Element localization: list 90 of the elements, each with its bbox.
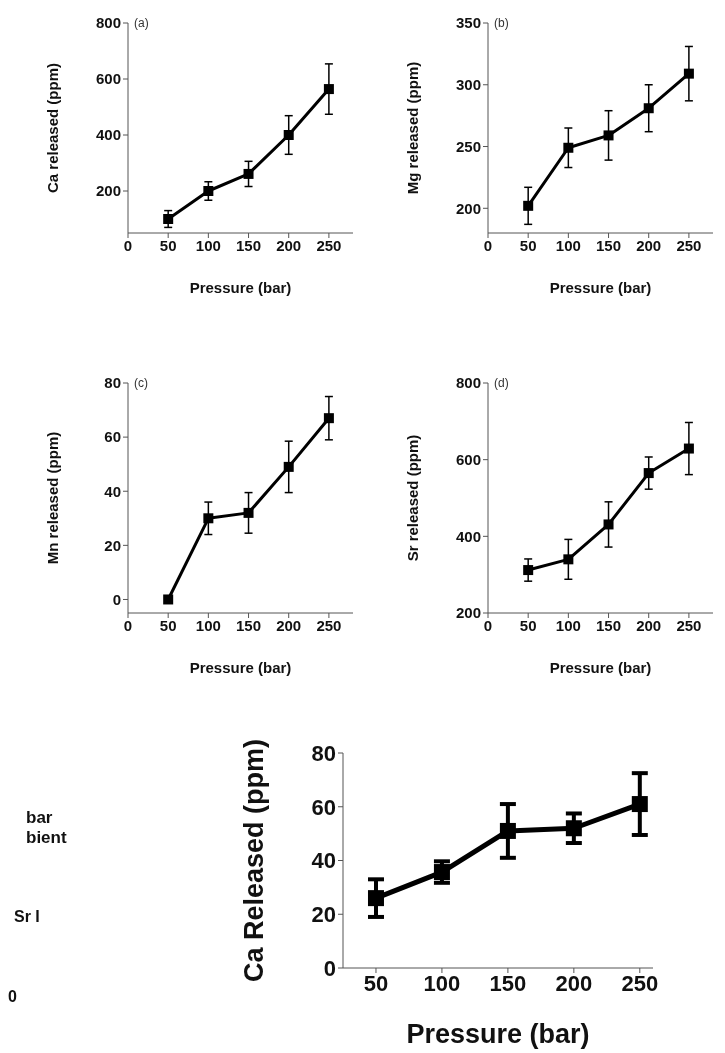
point: [163, 594, 174, 605]
point: [283, 130, 294, 140]
point: [631, 796, 648, 813]
text: bar: [26, 808, 53, 828]
point: [683, 443, 694, 454]
x-tick-label: 50: [363, 970, 389, 996]
point: [433, 864, 450, 881]
x-tick-label: 0: [123, 616, 133, 634]
x-tick-label: 0: [483, 616, 493, 634]
point: [243, 507, 254, 518]
annotation: (b): [494, 16, 509, 30]
y-tick-label: 800: [455, 374, 481, 392]
point: [603, 519, 614, 530]
x-axis-title: Pressure (bar): [189, 279, 292, 296]
x-tick-label: 150: [236, 236, 262, 254]
x-tick-label: 150: [596, 236, 622, 254]
text: Sr I: [14, 908, 40, 926]
x-tick-label: 100: [195, 616, 221, 634]
point: [163, 214, 174, 224]
point: [323, 84, 334, 95]
point: [243, 168, 254, 179]
x-tick-label: 100: [555, 616, 581, 634]
y-tick-label: 350: [455, 14, 481, 32]
x-tick-label: 200: [636, 616, 662, 634]
y-tick-label: 20: [311, 902, 336, 928]
y-axis-title: Ca released (ppm): [44, 62, 62, 194]
point: [563, 142, 574, 153]
point: [323, 413, 334, 424]
point: [523, 200, 534, 211]
x-tick-label: 50: [159, 616, 177, 634]
y-tick-label: 40: [104, 482, 121, 500]
annotation: (d): [494, 376, 509, 390]
x-tick-label: 200: [276, 236, 302, 254]
x-tick-label: 150: [236, 616, 262, 634]
y-tick-label: 80: [104, 374, 121, 392]
point: [603, 130, 614, 141]
point: [643, 468, 654, 479]
y-tick-label: 200: [455, 199, 481, 217]
y-tick-label: 300: [455, 76, 481, 94]
y-tick-label: 40: [311, 848, 336, 874]
x-tick-label: 100: [423, 970, 461, 996]
x-tick-label: 150: [489, 970, 527, 996]
y-tick-label: 800: [95, 14, 121, 32]
y-tick-label: 60: [311, 794, 336, 820]
annotation: (a): [134, 16, 149, 30]
x-tick-label: 200: [636, 236, 662, 254]
y-tick-label: 200: [455, 604, 481, 622]
x-tick-label: 50: [159, 236, 177, 254]
y-tick-label: 400: [455, 527, 481, 545]
point: [683, 68, 694, 79]
point: [203, 186, 214, 196]
x-tick-label: 100: [195, 236, 221, 254]
x-axis-title: Pressure (bar): [549, 279, 652, 296]
x-tick-label: 250: [676, 616, 702, 634]
y-axis-title: Sr released (ppm): [404, 434, 422, 562]
point: [565, 820, 582, 837]
y-tick-label: 400: [95, 126, 121, 144]
point: [523, 565, 534, 576]
y-tick-label: 600: [455, 450, 481, 468]
x-tick-label: 50: [519, 616, 537, 634]
y-axis-title: Ca Released (ppm): [238, 738, 269, 983]
point: [499, 822, 516, 839]
x-tick-label: 250: [621, 970, 659, 996]
x-tick-label: 150: [596, 616, 622, 634]
y-tick-label: 0: [112, 590, 121, 608]
x-axis-title: Pressure (bar): [189, 659, 292, 676]
x-tick-label: 200: [276, 616, 302, 634]
annotation: (c): [134, 376, 148, 390]
x-tick-label: 50: [519, 236, 537, 254]
y-tick-label: 250: [455, 137, 481, 155]
y-tick-label: 20: [104, 536, 121, 554]
text: bient: [26, 828, 67, 848]
y-axis-title: Mn released (ppm): [44, 431, 62, 565]
x-tick-label: 0: [483, 236, 493, 254]
x-tick-label: 0: [123, 236, 133, 254]
x-tick-label: 100: [555, 236, 581, 254]
y-tick-label: 60: [104, 428, 121, 446]
y-tick-label: 80: [311, 740, 336, 766]
x-tick-label: 250: [676, 236, 702, 254]
y-axis-title: Mg released (ppm): [404, 61, 422, 195]
point: [367, 890, 384, 907]
y-tick-label: 200: [95, 182, 121, 200]
point: [283, 461, 294, 472]
x-axis-title: Pressure (bar): [549, 659, 652, 676]
point: [643, 103, 654, 114]
point: [203, 513, 214, 524]
point: [563, 554, 574, 565]
y-tick-label: 600: [95, 70, 121, 88]
x-axis-title: Pressure (bar): [406, 1019, 590, 1049]
x-tick-label: 200: [555, 970, 593, 996]
